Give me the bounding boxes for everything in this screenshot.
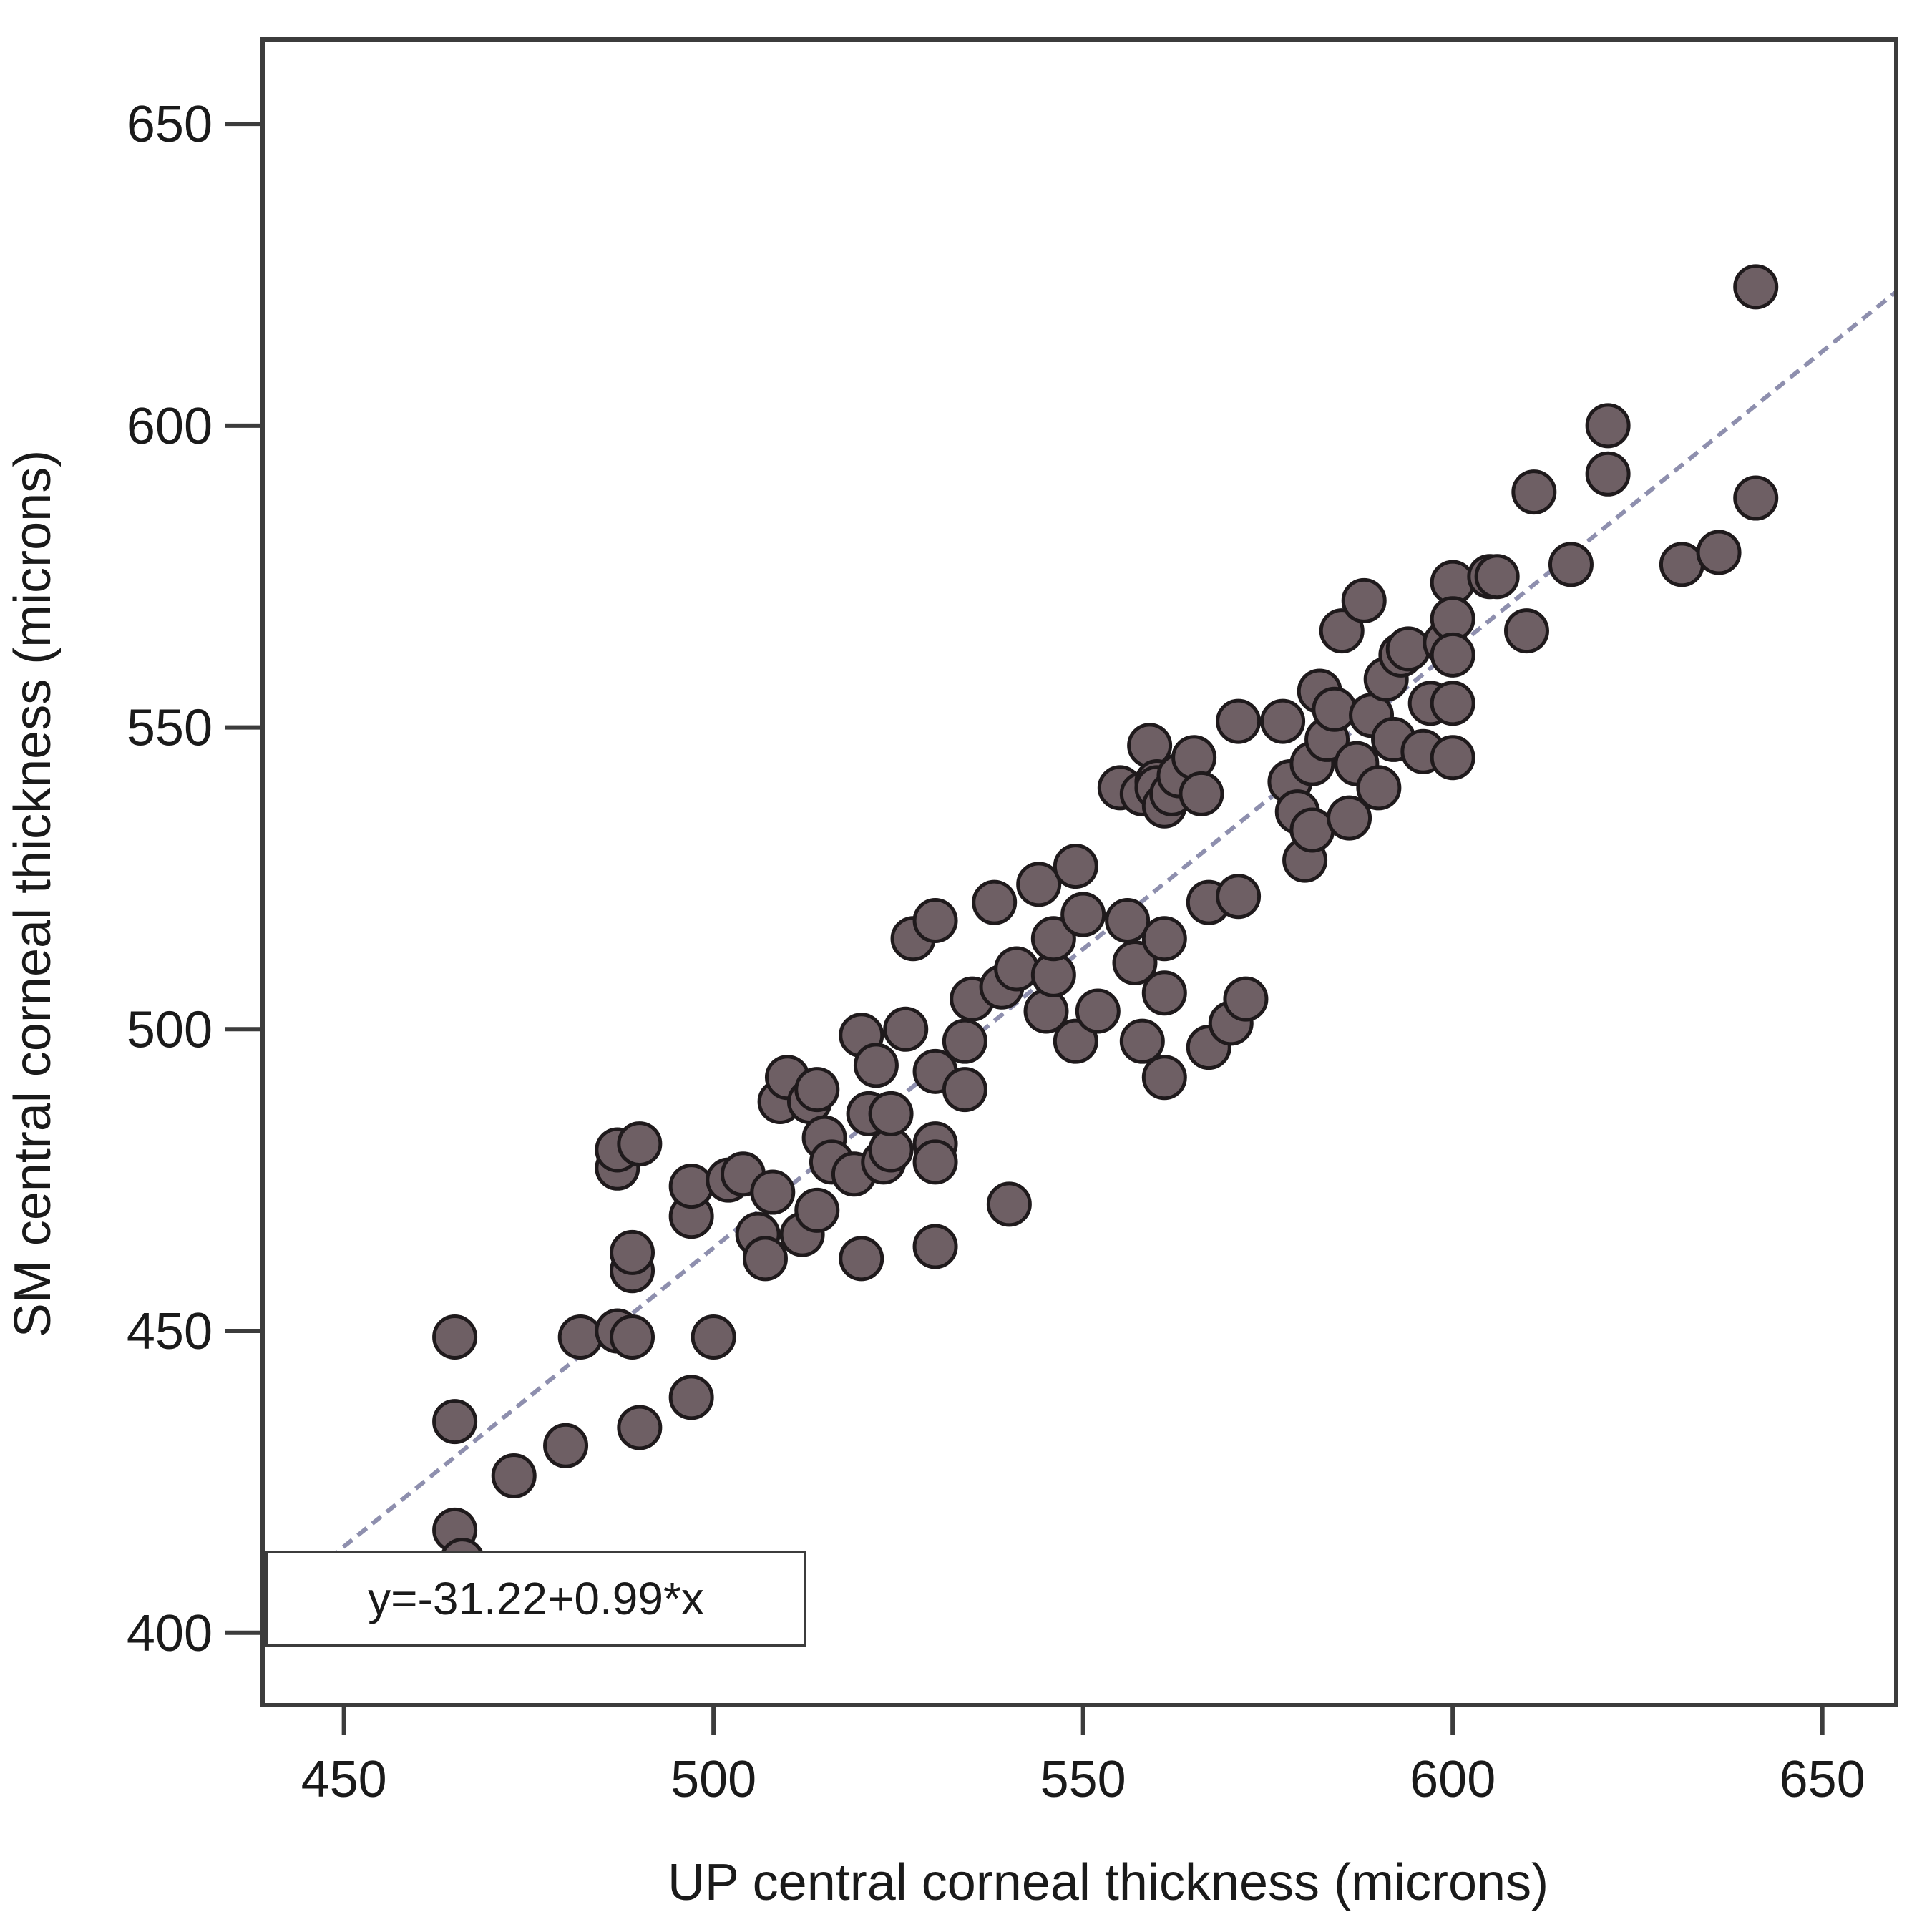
data-point (432, 1314, 478, 1360)
data-point (1327, 795, 1372, 841)
data-point (1503, 608, 1549, 654)
equation-label: y=-31.22+0.99*x (368, 1573, 704, 1624)
data-point (986, 1181, 1032, 1227)
y-tick-label: 400 (127, 1605, 213, 1662)
data-point (1105, 897, 1151, 943)
y-tick-label: 650 (127, 96, 213, 153)
data-point (668, 1375, 714, 1420)
data-point (543, 1423, 589, 1468)
data-point (1223, 976, 1269, 1022)
data-point (1030, 916, 1076, 962)
data-point (1179, 771, 1224, 816)
data-point (617, 1121, 663, 1167)
x-tick-label: 600 (1410, 1751, 1496, 1808)
data-point (1053, 1018, 1098, 1064)
data-point (883, 1006, 929, 1052)
data-point (912, 1139, 958, 1185)
data-point (912, 1224, 958, 1269)
x-tick-label: 500 (670, 1751, 756, 1808)
data-point (1356, 765, 1402, 811)
data-point (1733, 475, 1779, 521)
data-point (794, 1187, 840, 1233)
data-point (1430, 735, 1475, 781)
x-tick-label: 650 (1780, 1751, 1865, 1808)
data-point (491, 1453, 537, 1498)
data-point (1733, 264, 1779, 310)
data-point (1216, 874, 1262, 920)
x-axis: 450 500 550 600 650 (301, 1705, 1865, 1808)
data-point (942, 1067, 987, 1113)
data-point (617, 1405, 663, 1450)
data-point (610, 1314, 655, 1360)
data-point (1171, 735, 1217, 781)
y-tick-label: 450 (127, 1303, 213, 1360)
equation-box: y=-31.22+0.99*x (265, 1551, 806, 1647)
x-tick-label: 550 (1040, 1751, 1126, 1808)
data-point (794, 1067, 840, 1113)
y-tick-label: 500 (127, 1001, 213, 1058)
data-point (1260, 698, 1306, 744)
y-tick-label: 600 (127, 398, 213, 455)
data-point (912, 897, 958, 943)
data-point (610, 1229, 655, 1275)
data-point (1289, 807, 1335, 853)
data-point (557, 1314, 603, 1360)
data-point (1696, 530, 1742, 575)
equation-box-frame (265, 1551, 806, 1647)
data-point (1312, 686, 1357, 732)
data-point (1430, 681, 1475, 726)
data-point (868, 1091, 914, 1136)
data-point (1119, 1018, 1165, 1064)
data-point (1141, 916, 1187, 962)
data-point (742, 1236, 788, 1282)
data-point (1112, 940, 1158, 986)
data-point (1216, 698, 1262, 744)
data-point (668, 1164, 714, 1209)
data-point (1319, 608, 1365, 654)
data-point (994, 946, 1040, 992)
data-point (1016, 862, 1062, 907)
data-point (1659, 542, 1704, 587)
x-tick-label: 450 (301, 1751, 387, 1808)
data-point (750, 1169, 796, 1215)
data-point (1060, 892, 1106, 937)
data-point (853, 1043, 899, 1088)
plot-area (313, 264, 1896, 1584)
data-point (942, 1018, 987, 1064)
y-tick-label: 550 (127, 700, 213, 757)
data-point (1511, 469, 1557, 515)
data-point (1585, 403, 1631, 449)
data-point (1341, 577, 1387, 623)
data-point (839, 1236, 884, 1282)
plot-frame (260, 37, 1898, 1707)
data-point (1075, 988, 1121, 1034)
data-point (1141, 970, 1187, 1016)
data-point (432, 1399, 478, 1445)
data-point (1474, 554, 1520, 600)
data-point (691, 1314, 736, 1360)
data-point (1385, 626, 1431, 672)
x-axis-label: UP central corneal thickness (microns) (668, 1854, 1548, 1911)
data-point (1141, 1055, 1187, 1101)
data-point (1053, 844, 1098, 889)
data-point (1585, 451, 1631, 497)
data-point (1430, 632, 1475, 678)
regression-line (313, 290, 1896, 1573)
y-axis: 400 450 500 550 600 650 (127, 96, 263, 1662)
y-axis-label: SM central corneal thickness (microns) (4, 450, 62, 1337)
data-point (972, 879, 1018, 925)
data-point (1548, 542, 1594, 587)
